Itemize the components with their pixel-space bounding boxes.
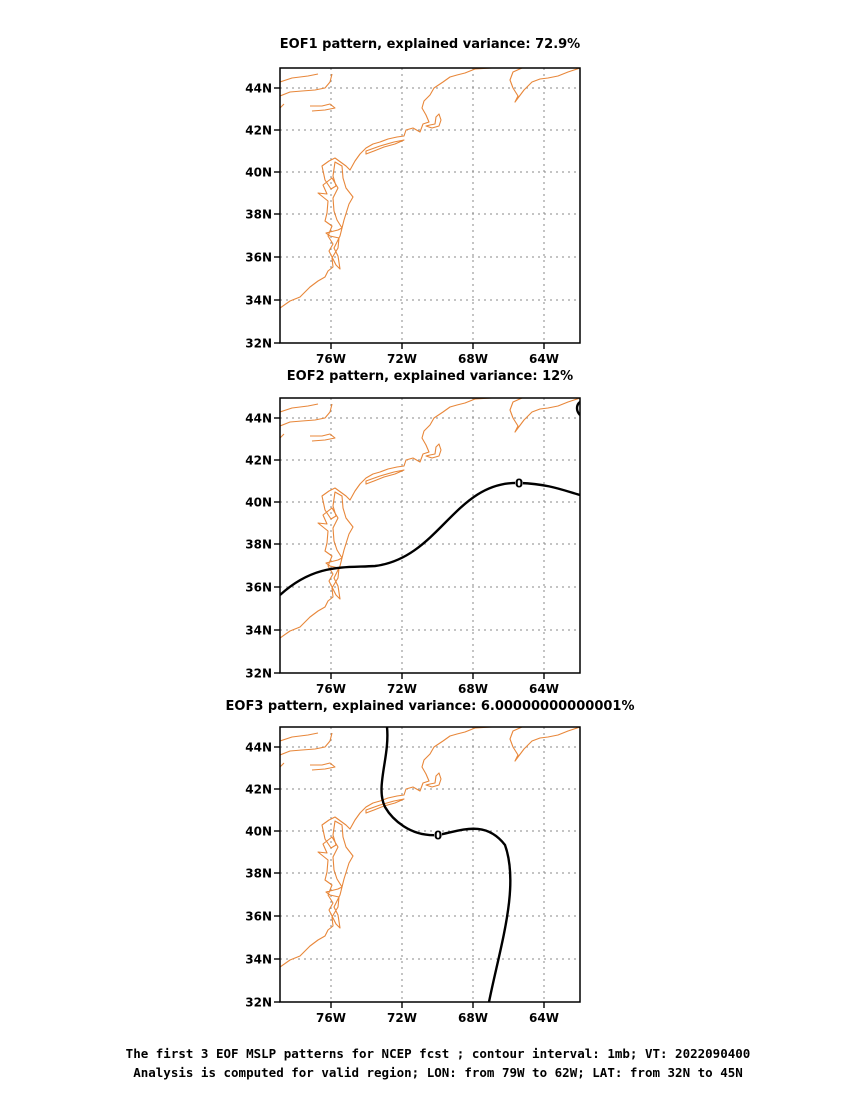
lon-tick-label: 72W xyxy=(387,682,417,696)
eof1-map: 44N 42N 40N 38N 36N 34N 32N 76W 72W 68W 64W xyxy=(245,67,581,366)
lon-tick-label: 76W xyxy=(316,682,346,696)
lon-tick-label: 64W xyxy=(529,1011,559,1025)
lat-tick-label: 38N xyxy=(245,538,272,552)
eof3-map: 0 44N 42N 40N 38N 36N 34N 32N 76W 72W 68W 64W xyxy=(245,726,581,1025)
lat-tick-label: 34N xyxy=(245,953,272,967)
lon-tick-label: 72W xyxy=(387,352,417,366)
lat-tick-label: 38N xyxy=(245,867,272,881)
lat-tick-label: 32N xyxy=(245,667,272,681)
lat-tick-label: 38N xyxy=(245,208,272,222)
lat-tick-label: 42N xyxy=(245,454,272,468)
lon-tick-label: 68W xyxy=(458,1011,488,1025)
coastline xyxy=(280,398,580,639)
lon-tick-label: 64W xyxy=(529,682,559,696)
lon-tick-label: 76W xyxy=(316,1011,346,1025)
zero-contour xyxy=(280,481,580,596)
coastline xyxy=(280,68,580,309)
lat-tick-label: 40N xyxy=(245,496,272,510)
map-frame xyxy=(279,726,581,1003)
lat-tick-label: 32N xyxy=(245,337,272,351)
lat-tick-label: 42N xyxy=(245,783,272,797)
lat-tick-label: 36N xyxy=(245,581,272,595)
lon-tick-label: 68W xyxy=(458,352,488,366)
lat-tick-label: 42N xyxy=(245,124,272,138)
contour-label: 0 xyxy=(434,829,442,843)
lat-tick-label: 44N xyxy=(245,741,272,755)
contour-edge xyxy=(575,401,580,416)
eof2-title: EOF2 pattern, explained variance: 12% xyxy=(287,369,573,384)
lat-tick-label: 44N xyxy=(245,82,272,96)
eof2-panel: EOF2 pattern, explained variance: 12% 0 44… xyxy=(245,369,581,696)
caption-line-2: Analysis is computed for valid region; L… xyxy=(133,1065,743,1080)
coastline xyxy=(280,727,580,968)
lon-tick-label: 64W xyxy=(529,352,559,366)
lat-tick-label: 32N xyxy=(245,996,272,1010)
eof3-panel: EOF3 pattern, explained variance: 6.0000… xyxy=(226,699,635,1025)
eof1-title: EOF1 pattern, explained variance: 72.9% xyxy=(280,37,580,52)
eof3-title: EOF3 pattern, explained variance: 6.0000… xyxy=(226,699,635,714)
lat-tick-label: 36N xyxy=(245,910,272,924)
lat-tick-label: 34N xyxy=(245,294,272,308)
zero-contour xyxy=(380,727,512,1002)
lat-tick-label: 34N xyxy=(245,624,272,638)
lat-tick-label: 40N xyxy=(245,825,272,839)
map-frame xyxy=(279,397,581,674)
lat-tick-label: 40N xyxy=(245,166,272,180)
eof1-panel: EOF1 pattern, explained variance: 72.9% 4… xyxy=(245,37,581,366)
lon-tick-label: 76W xyxy=(316,352,346,366)
caption-line-1: The first 3 EOF MSLP patterns for NCEP f… xyxy=(126,1046,751,1061)
lon-tick-label: 68W xyxy=(458,682,488,696)
lon-tick-label: 72W xyxy=(387,1011,417,1025)
map-frame xyxy=(279,67,581,344)
contour-label: 0 xyxy=(515,477,523,491)
eof2-map: 0 44N 42N 40N 38N 36N 34N 32N 76W 72W 68W 64W xyxy=(245,397,581,696)
lat-tick-label: 36N xyxy=(245,251,272,265)
lat-tick-label: 44N xyxy=(245,412,272,426)
